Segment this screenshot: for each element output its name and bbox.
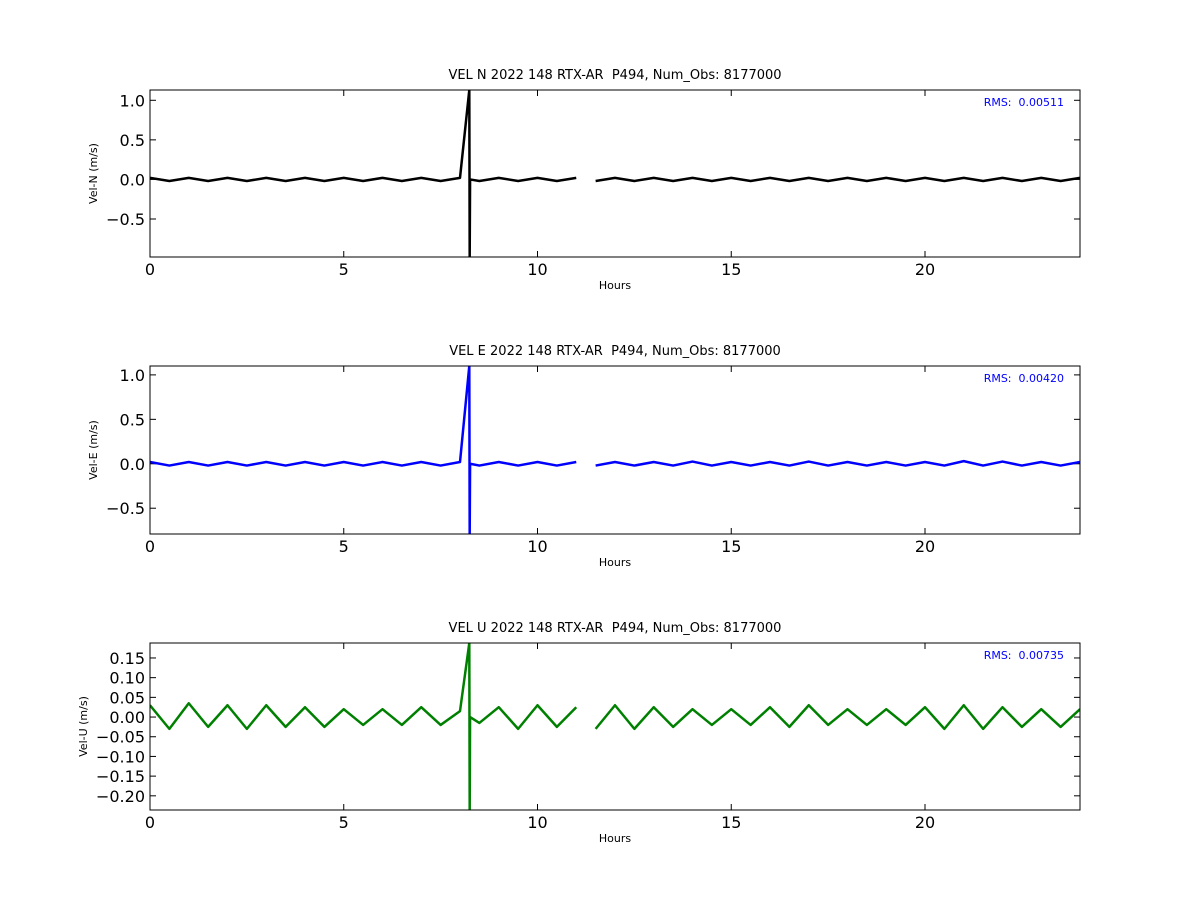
x-tick-label: 20 <box>915 260 935 279</box>
plot-frame <box>149 89 1081 258</box>
y-tick-label: −0.15 <box>96 767 145 786</box>
rms-annotation: RMS: 0.00420 <box>984 372 1064 385</box>
y-tick-label: 0.00 <box>109 708 145 727</box>
data-line <box>150 90 1080 257</box>
plot-frame <box>149 642 1081 811</box>
y-tick-label: 0.5 <box>120 410 145 429</box>
y-tick-label: −0.10 <box>96 747 145 766</box>
rms-annotation: RMS: 0.00511 <box>984 96 1064 109</box>
x-axis-label: Hours <box>599 556 631 569</box>
y-tick-label: −0.20 <box>96 787 145 806</box>
x-tick-label: 10 <box>527 537 547 556</box>
x-axis-label: Hours <box>599 832 631 845</box>
y-tick-label: 0.0 <box>120 455 145 474</box>
x-tick-label: 5 <box>339 260 349 279</box>
x-tick-label: 15 <box>721 260 741 279</box>
y-tick-label: 0.10 <box>109 669 145 688</box>
y-tick-label: 0.0 <box>120 170 145 189</box>
y-tick-label: 0.15 <box>109 649 145 668</box>
data-line <box>150 643 1080 810</box>
y-tick-label: −0.05 <box>96 728 145 747</box>
x-tick-label: 15 <box>721 813 741 832</box>
y-tick-label: 0.05 <box>109 688 145 707</box>
x-tick-label: 10 <box>527 813 547 832</box>
chart-title: VEL E 2022 148 RTX-AR P494, Num_Obs: 817… <box>449 344 781 359</box>
x-tick-label: 15 <box>721 537 741 556</box>
x-tick-label: 0 <box>145 813 155 832</box>
chart-title: VEL U 2022 148 RTX-AR P494, Num_Obs: 817… <box>449 621 782 636</box>
x-tick-label: 0 <box>145 260 155 279</box>
y-tick-label: 1.0 <box>120 366 145 385</box>
x-tick-label: 20 <box>915 537 935 556</box>
chart-title: VEL N 2022 148 RTX-AR P494, Num_Obs: 817… <box>448 68 781 83</box>
x-tick-label: 10 <box>527 260 547 279</box>
x-axis-label: Hours <box>599 279 631 292</box>
y-tick-label: −0.5 <box>106 499 145 518</box>
x-tick-label: 0 <box>145 537 155 556</box>
y-tick-label: −0.5 <box>106 210 145 229</box>
plot-frame <box>149 365 1081 535</box>
y-axis-label: Vel-N (m/s) <box>87 143 100 204</box>
y-axis-label: Vel-E (m/s) <box>87 420 100 480</box>
rms-annotation: RMS: 0.00735 <box>984 649 1064 662</box>
data-line <box>150 366 1080 534</box>
y-axis-label: Vel-U (m/s) <box>77 696 90 757</box>
x-tick-label: 20 <box>915 813 935 832</box>
y-tick-label: 0.5 <box>120 131 145 150</box>
x-tick-label: 5 <box>339 537 349 556</box>
y-tick-label: 1.0 <box>120 91 145 110</box>
x-tick-label: 5 <box>339 813 349 832</box>
